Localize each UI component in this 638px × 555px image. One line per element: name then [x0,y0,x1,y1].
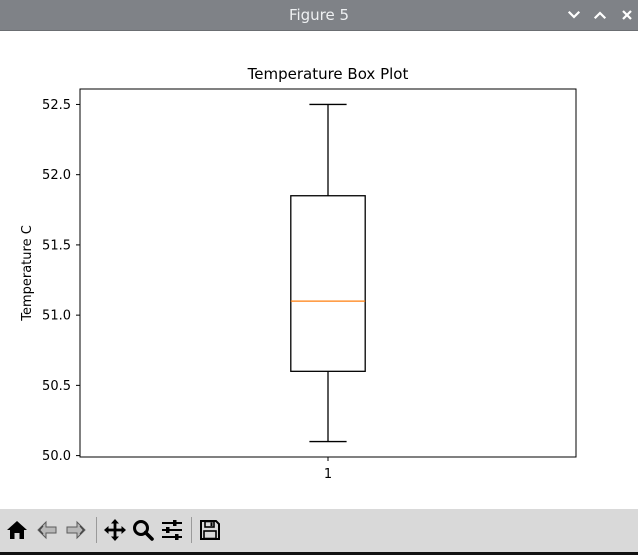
back-button[interactable] [35,518,59,542]
back-arrow-icon [37,520,57,540]
x-axis-ticks: 1 [324,457,332,482]
maximize-button[interactable] [592,7,608,23]
toolbar-separator [191,517,192,543]
x-tick-label: 1 [324,467,332,482]
y-axis-ticks: 50.0 50.5 51.0 51.5 52.0 52.5 [42,98,80,464]
home-button[interactable] [5,518,29,542]
close-button[interactable] [619,7,635,23]
move-icon [104,519,126,541]
forward-button[interactable] [64,518,88,542]
magnifier-icon [133,520,154,541]
navigation-toolbar [0,509,638,555]
sliders-icon [162,520,182,540]
y-tick-label: 51.5 [42,238,71,253]
window-title: Figure 5 [288,6,350,24]
chevron-up-icon [593,11,607,20]
chevron-down-icon [567,10,581,19]
y-tick-label: 52.5 [42,98,71,113]
save-button[interactable] [198,518,222,542]
y-tick-label: 50.5 [42,379,71,394]
zoom-button[interactable] [131,518,155,542]
y-axis-label: Temperature C [20,225,35,322]
title-bar[interactable]: Figure 5 [0,0,638,31]
interquartile-box [290,195,366,372]
figure-canvas[interactable]: Temperature Box Plot Temperature C 50.0 5… [0,31,638,509]
pan-button[interactable] [103,518,127,542]
forward-arrow-icon [66,520,86,540]
minimize-button[interactable] [566,7,582,23]
y-tick-label: 50.0 [42,449,71,464]
box-plot-boxes [290,103,366,443]
chart-title: Temperature Box Plot [247,65,409,83]
floppy-disk-icon [200,520,220,540]
close-icon [622,10,632,20]
home-icon [7,521,27,539]
toolbar-separator [96,517,97,543]
box-plot-chart: Temperature Box Plot Temperature C 50.05… [20,65,577,482]
configure-subplots-button[interactable] [160,518,184,542]
y-tick-label: 52.0 [42,168,71,183]
y-tick-label: 51.0 [42,309,71,324]
